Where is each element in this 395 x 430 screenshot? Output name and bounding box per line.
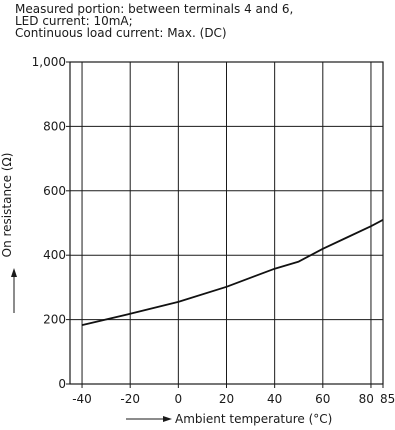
x-tick-label: -20 bbox=[120, 392, 140, 406]
x-tick-label: 20 bbox=[219, 392, 234, 406]
y-tick-labels: 0 200 400 600 800 1,000 bbox=[32, 55, 66, 391]
chart-note-2: LED current: 10mA; bbox=[15, 14, 133, 28]
y-axis-title: On resistance (Ω) bbox=[0, 153, 14, 258]
y-axis-arrow-head bbox=[11, 268, 17, 277]
chart-note-1: Measured portion: between terminals 4 an… bbox=[15, 2, 294, 16]
x-tick-label: 85 bbox=[380, 392, 395, 406]
y-tick-label: 800 bbox=[43, 119, 66, 133]
y-axis-title-group: On resistance (Ω) bbox=[0, 153, 17, 313]
x-tick-label: 40 bbox=[267, 392, 282, 406]
series-line bbox=[81, 219, 384, 326]
series-group bbox=[81, 219, 384, 326]
x-tick-label: 80 bbox=[359, 392, 374, 406]
x-tick-label: 60 bbox=[315, 392, 330, 406]
x-tick-label: -40 bbox=[72, 392, 92, 406]
y-tick-label: 1,000 bbox=[32, 55, 66, 69]
x-tick-label: 0 bbox=[175, 392, 183, 406]
x-axis-arrow-head bbox=[163, 416, 172, 422]
y-tick-label: 400 bbox=[43, 248, 66, 262]
grid bbox=[70, 61, 384, 385]
y-tick-label: 0 bbox=[58, 377, 66, 391]
y-tick-label: 200 bbox=[43, 313, 66, 327]
x-axis-title-group: Ambient temperature (°C) bbox=[126, 412, 332, 426]
y-tick-label: 600 bbox=[43, 184, 66, 198]
x-axis-title: Ambient temperature (°C) bbox=[175, 412, 332, 426]
chart-note-3: Continuous load current: Max. (DC) bbox=[15, 26, 227, 40]
plot-frame bbox=[66, 61, 384, 388]
x-tick-labels: -40 -20 0 20 40 60 80 85 bbox=[72, 392, 395, 406]
